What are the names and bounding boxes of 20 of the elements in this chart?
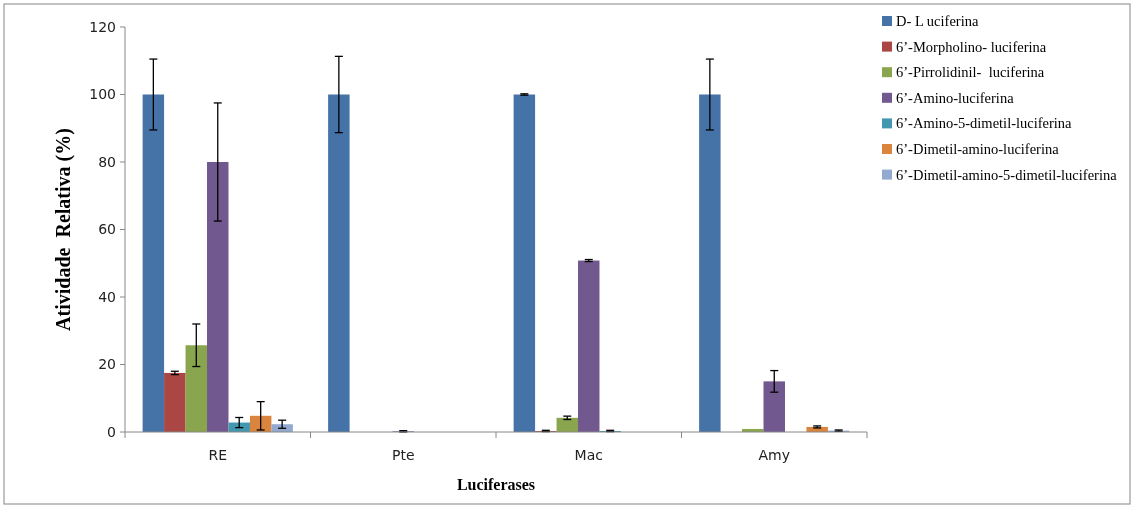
x-axis-title: Luciferases (456, 476, 536, 493)
x-tick-label: Mac (574, 447, 603, 463)
y-tick-label: 60 (98, 221, 116, 238)
legend-label: 6’-Dimetil-amino-luciferina (896, 141, 1060, 158)
legend-label: 6’-Amino-5-dimetil-luciferina (896, 115, 1073, 132)
legend-label: 6’-Amino-luciferina (896, 89, 1015, 106)
legend-label: 6’-Morpholino- luciferina (896, 38, 1047, 55)
legend-label: 6’-Dimetil-amino-5-dimetil-luciferina (896, 166, 1118, 183)
legend-label: D- L uciferina (896, 13, 979, 30)
y-tick-label: 0 (107, 423, 116, 440)
y-axis-title: Atividade Relativa (%) (52, 128, 75, 331)
legend-label: 6’-Pirrolidinil- luciferina (896, 64, 1045, 81)
y-tick-label: 40 (98, 288, 116, 305)
y-tick-label: 80 (98, 153, 116, 170)
y-tick-label: 100 (89, 86, 116, 103)
y-tick-label: 20 (98, 356, 116, 373)
x-tick-label: Amy (758, 447, 790, 463)
x-tick-label: RE (208, 447, 228, 463)
y-tick-label: 120 (89, 18, 116, 35)
x-tick-label: Pte (391, 447, 415, 463)
